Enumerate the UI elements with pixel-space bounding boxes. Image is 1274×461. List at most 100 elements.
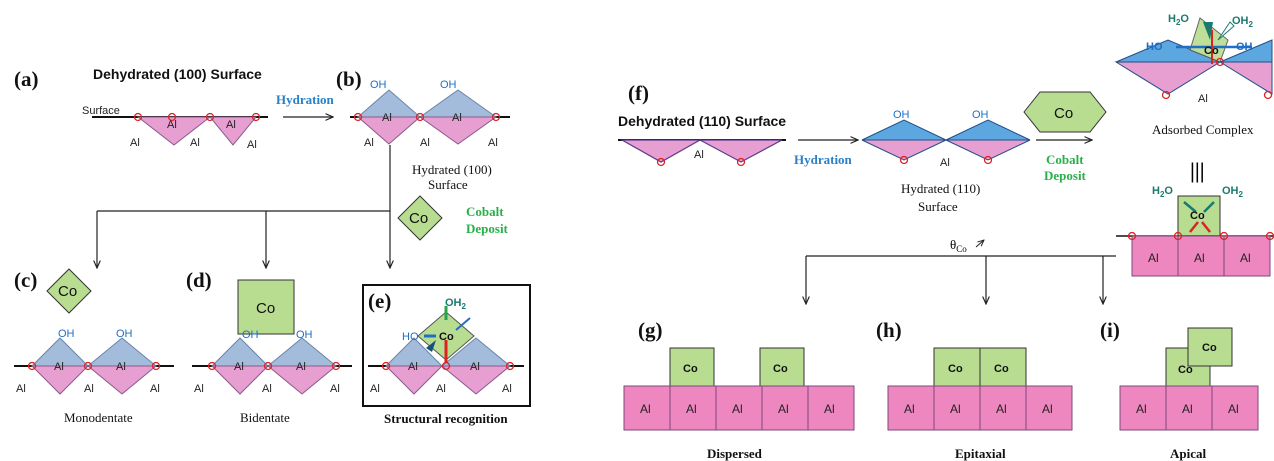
oxygen-site [1127, 231, 1137, 241]
oh-triangle [945, 119, 1031, 141]
panel-label-i: (i) [1100, 318, 1120, 342]
al-triangle [440, 365, 512, 395]
panel-label-h: (h) [876, 318, 902, 342]
structural-recognition-caption: Structural recognition [384, 411, 508, 426]
panel-label-g: (g) [638, 318, 663, 342]
al-label: Al [1182, 402, 1193, 416]
panel-g: (g) Co Co Al Al Al Al Al Dispersed [623, 318, 855, 461]
bond-oh2 [1203, 201, 1215, 213]
al-label: Al [167, 119, 177, 131]
oh-label: OH [296, 329, 313, 341]
panel-label-c: (c) [14, 268, 37, 292]
al-label: Al [247, 139, 257, 151]
al-label: Al [190, 137, 200, 149]
ho-label: HO [402, 331, 419, 343]
al-label: Al [1148, 251, 1159, 265]
co-label: Co [256, 300, 275, 317]
al-cell [1211, 385, 1259, 431]
oxygen-site [263, 361, 273, 371]
co-square-bidentate [237, 279, 295, 335]
oxygen-site [491, 112, 501, 122]
al-triangle [699, 139, 783, 163]
al-triangle [208, 116, 258, 146]
al-label: Al [694, 149, 704, 161]
al-label: Al [778, 402, 789, 416]
al-label: Al [364, 137, 374, 149]
al-label: Al [330, 383, 340, 395]
al-cell [761, 385, 809, 431]
co-label: Co [948, 363, 963, 375]
co-label: Co [773, 363, 788, 375]
cobalt-label-f: Cobalt [1046, 152, 1084, 167]
al-label: Al [408, 361, 418, 373]
oxygen-site [331, 361, 341, 371]
al-label: Al [470, 361, 480, 373]
al-cell [887, 385, 935, 431]
oh2-label: OH2 [1222, 185, 1244, 199]
co-label: Co [409, 210, 428, 227]
oh-label: OH [58, 328, 75, 340]
panel-a: (a) Dehydrated (100) Surface Surface Al … [14, 66, 335, 151]
oxygen-site [83, 361, 93, 371]
bond-h2o [1183, 201, 1197, 213]
panel-f: (f) Dehydrated (110) Surface Al Hydratio… [618, 13, 1274, 304]
hydrated-100-caption-2: Surface [428, 177, 468, 192]
al-label: Al [1042, 402, 1053, 416]
theta-increase-arrow [975, 240, 984, 248]
oxygen-site [353, 112, 363, 122]
dehydrated-110-title: Dehydrated (110) Surface [618, 113, 786, 129]
wedge-bond [426, 340, 436, 352]
co-deposit-hexagon [1023, 91, 1107, 133]
al-label: Al [996, 402, 1007, 416]
al-label: Al [382, 112, 392, 124]
al-label: Al [824, 402, 835, 416]
oxygen-site [1161, 90, 1171, 100]
panel-b: (b) OH OH Al Al Al Al Al Hydrated (100) … [97, 67, 510, 268]
co-cell [979, 347, 1027, 387]
co-deposit-diamond [397, 195, 443, 241]
ho-label: HO [1146, 41, 1163, 53]
oxygen-site [1173, 231, 1183, 241]
oh-label: OH [370, 79, 387, 91]
oxygen-site [1215, 57, 1225, 67]
oxygen-site [983, 155, 993, 165]
al-triangle [619, 139, 703, 163]
adsorbed-complex-caption: Adsorbed Complex [1152, 122, 1254, 137]
hydration-label-f: Hydration [794, 152, 853, 167]
al-label: Al [420, 137, 430, 149]
panel-label-b: (b) [336, 67, 362, 91]
al-triangle [86, 365, 158, 395]
al-label: Al [904, 402, 915, 416]
panel-e: (e) Co OH2 HO Al Al Al Al Al Structural … [362, 284, 531, 426]
co-cell [933, 347, 981, 387]
oxygen-site [1219, 231, 1229, 241]
oxygen-site [251, 112, 261, 122]
panel-label-f: (f) [628, 81, 649, 105]
oh-triangle [861, 119, 947, 141]
al-cell [979, 385, 1027, 431]
panel-d: (d) Co OH OH Al Al Al Al Al Bidentate [186, 268, 352, 425]
al-label: Al [1194, 251, 1205, 265]
bidentate-caption: Bidentate [240, 410, 290, 425]
al-label: Al [1198, 93, 1208, 105]
oh-label: OH [893, 109, 910, 121]
al-label: Al [1240, 251, 1251, 265]
co-label: Co [1202, 342, 1217, 354]
co-label: Co [1204, 45, 1219, 57]
al-cell [623, 385, 671, 431]
oh-label: OH [116, 328, 133, 340]
al-triangle [266, 365, 338, 395]
al-label: Al [226, 119, 236, 131]
deposit-label-f: Deposit [1044, 168, 1087, 183]
panel-e-frame [362, 284, 531, 407]
co-label: Co [683, 363, 698, 375]
co-cell [669, 347, 715, 387]
co-label: Co [994, 363, 1009, 375]
surface-label: Surface [82, 105, 120, 117]
oxygen-site [133, 112, 143, 122]
al-label: Al [296, 361, 306, 373]
al-label: Al [84, 383, 94, 395]
co-cell-apical [1187, 327, 1233, 367]
al-cell [1131, 235, 1179, 277]
